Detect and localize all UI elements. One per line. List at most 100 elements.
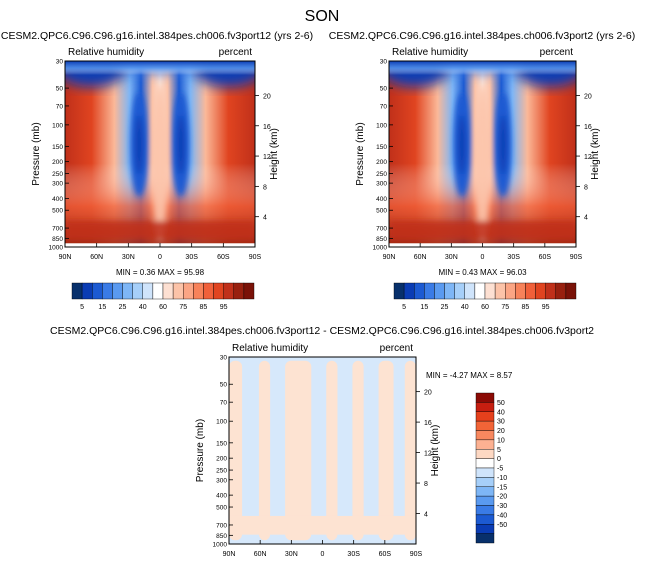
y-tick-label: 150	[216, 440, 227, 447]
colorbar-swatch	[464, 282, 476, 300]
y-right-axis-title: Height (km)	[269, 128, 280, 180]
units-label: percent	[219, 47, 253, 58]
variable-label: Relative humidity	[68, 47, 144, 58]
x-tick-label: 30N	[445, 254, 458, 261]
moist-column	[152, 85, 168, 242]
y-tick-label: 50	[220, 382, 228, 389]
colorbar-swatch	[213, 282, 224, 300]
y-right-tick-label: 16	[424, 420, 432, 427]
colorbar-swatch	[122, 282, 133, 300]
panel-bottom-difference: CESM2.QPC6.C96.C96.g16.intel.384pes.ch00…	[50, 325, 594, 558]
y-right-tick-label: 8	[263, 184, 267, 191]
colorbar-swatch	[434, 282, 445, 300]
colorbar-label: 75	[179, 304, 187, 311]
colorbar-label: 95	[220, 304, 228, 311]
y-tick-label: 300	[376, 181, 387, 188]
y-tick-label: 400	[52, 196, 63, 203]
colorbar-swatch	[475, 392, 495, 403]
y-right-tick-label: 20	[424, 390, 432, 397]
x-tick-label: 60N	[254, 551, 267, 558]
x-tick-label: 90S	[249, 254, 262, 261]
colorbar-swatch	[555, 282, 567, 300]
y-axis-title: Pressure (mb)	[195, 419, 206, 482]
colorbar-swatch	[243, 282, 255, 300]
colorbar-label: 40	[497, 409, 505, 416]
x-tick-label: 90N	[383, 254, 396, 261]
colorbar-swatch	[475, 439, 495, 450]
colorbar-label: 85	[522, 304, 530, 311]
y-tick-label: 250	[216, 468, 227, 475]
y-right-tick-label: 12	[584, 154, 592, 161]
y-tick-label: 1000	[49, 245, 64, 252]
colorbar-swatch	[475, 524, 495, 534]
colorbar-label: 60	[159, 304, 167, 311]
colorbar-swatch	[162, 282, 174, 300]
colorbar-swatch	[424, 282, 435, 300]
x-tick-label: 90S	[410, 551, 423, 558]
dry-core-nh	[458, 114, 466, 175]
diff-positive-band	[258, 360, 271, 541]
y-tick-label: 100	[216, 419, 227, 426]
diff-positive-lowlevel	[229, 515, 416, 535]
colorbar-label: -30	[497, 503, 507, 510]
colorbar-label: 30	[497, 419, 505, 426]
colorbar-swatch	[475, 467, 495, 478]
y-tick-label: 300	[52, 181, 63, 188]
diff-positive-band	[285, 360, 312, 541]
colorbar-swatch	[454, 282, 465, 300]
colorbar-label: -40	[497, 512, 507, 519]
colorbar-swatch	[475, 430, 495, 441]
colorbar-swatch	[193, 282, 204, 300]
x-tick-label: 60N	[90, 254, 103, 261]
colorbar-top-right: 5 15 25 40 60 75 85 95	[393, 282, 577, 311]
colorbar-label: 15	[420, 304, 428, 311]
y-tick-label: 30	[56, 59, 64, 66]
panel-title: CESM2.QPC6.C96.C96.g16.intel.384pes.ch00…	[1, 30, 313, 42]
panel-top-right: CESM2.QPC6.C96.C96.g16.intel.384pes.ch00…	[329, 30, 635, 277]
colorbar-swatch	[484, 282, 496, 300]
y-tick-label: 400	[376, 196, 387, 203]
y-tick-label: 50	[380, 86, 388, 93]
x-tick-label: 30N	[122, 254, 135, 261]
variable-label: Relative humidity	[232, 343, 308, 354]
dry-core-nh	[135, 114, 143, 175]
y-tick-label: 150	[52, 144, 63, 151]
y-right-tick-label: 12	[263, 154, 271, 161]
x-tick-label: 90N	[223, 551, 236, 558]
y-axis-title: Pressure (mb)	[355, 122, 366, 185]
colorbar-swatch	[403, 282, 415, 300]
y-tick-label: 700	[216, 522, 227, 529]
x-tick-label: 60N	[414, 254, 427, 261]
colorbar-label: 75	[501, 304, 509, 311]
stats-text: MIN = 0.36 MAX = 95.98	[116, 268, 205, 277]
x-tick-label: 60S	[217, 254, 230, 261]
x-tick-label: 30S	[185, 254, 198, 261]
y-tick-label: 700	[52, 226, 63, 233]
colorbar-swatch	[71, 282, 83, 300]
dry-core-sh	[177, 114, 185, 175]
y-tick-label: 70	[56, 103, 64, 110]
colorbar-label: -10	[497, 475, 507, 482]
colorbar-swatch	[81, 282, 93, 300]
colorbar-swatch	[475, 514, 495, 525]
colorbar-swatch	[475, 477, 495, 487]
y-tick-label: 50	[56, 86, 64, 93]
colorbar-label: 25	[119, 304, 127, 311]
y-tick-label: 150	[376, 144, 387, 151]
colorbar-swatch	[223, 282, 234, 300]
colorbar-swatch	[233, 282, 245, 300]
surface-moist-layer	[389, 220, 576, 240]
colorbar-swatch	[475, 533, 495, 544]
colorbar-swatch	[132, 282, 143, 300]
y-right-tick-label: 4	[584, 215, 588, 222]
colorbar-swatch	[545, 282, 556, 300]
diff-positive-band	[378, 360, 394, 541]
dry-band-top	[65, 61, 255, 75]
colorbar-label: 60	[481, 304, 489, 311]
figure-title: SON	[305, 8, 340, 25]
y-right-tick-label: 4	[424, 512, 428, 519]
colorbar-swatch	[444, 282, 455, 300]
colorbar-swatch	[203, 282, 214, 300]
colorbar-label: -15	[497, 484, 507, 491]
